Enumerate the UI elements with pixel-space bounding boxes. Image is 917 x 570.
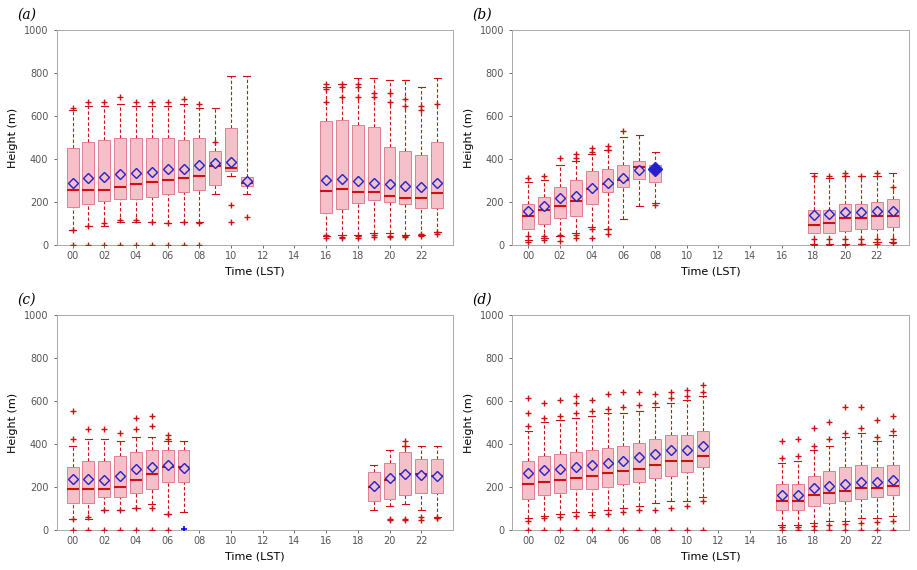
Bar xyxy=(415,155,427,209)
Bar xyxy=(839,467,851,502)
Bar xyxy=(634,161,646,180)
Bar xyxy=(115,457,126,497)
Bar xyxy=(178,140,190,192)
Text: (a): (a) xyxy=(17,8,36,22)
Bar xyxy=(586,450,598,488)
Bar xyxy=(649,165,661,182)
Bar xyxy=(383,146,395,202)
X-axis label: Time (LST): Time (LST) xyxy=(680,267,740,276)
Bar xyxy=(400,151,412,204)
Bar xyxy=(67,148,79,207)
Bar xyxy=(808,210,820,233)
Bar xyxy=(83,461,94,503)
Bar xyxy=(209,151,221,185)
Bar xyxy=(368,471,380,502)
Bar xyxy=(538,456,550,495)
Bar xyxy=(871,202,883,229)
Bar xyxy=(697,430,709,467)
X-axis label: Time (LST): Time (LST) xyxy=(680,552,740,561)
Text: (c): (c) xyxy=(17,293,36,307)
Bar xyxy=(649,439,661,478)
Bar xyxy=(431,142,443,209)
Bar xyxy=(569,180,581,216)
Bar xyxy=(161,137,173,194)
Bar xyxy=(856,465,867,499)
Bar xyxy=(871,467,883,497)
Bar xyxy=(538,197,550,225)
Y-axis label: Height (m): Height (m) xyxy=(464,108,474,168)
Bar xyxy=(839,203,851,231)
Text: (d): (d) xyxy=(473,293,492,307)
Bar xyxy=(791,484,803,510)
Y-axis label: Height (m): Height (m) xyxy=(8,108,18,168)
Bar xyxy=(887,200,899,227)
Bar xyxy=(823,471,835,503)
Bar xyxy=(431,459,443,493)
Bar xyxy=(887,465,899,495)
Bar xyxy=(161,450,173,482)
Bar xyxy=(634,443,646,482)
Bar xyxy=(415,459,427,493)
Bar xyxy=(602,447,613,487)
Bar xyxy=(617,446,629,484)
Bar xyxy=(241,177,253,186)
Bar xyxy=(178,450,190,482)
Bar xyxy=(146,137,158,197)
Bar xyxy=(225,128,237,171)
Bar xyxy=(680,435,692,471)
Bar xyxy=(130,137,142,199)
Bar xyxy=(523,461,535,499)
X-axis label: Time (LST): Time (LST) xyxy=(225,267,284,276)
Bar xyxy=(193,137,205,190)
Bar xyxy=(523,203,535,229)
Bar xyxy=(98,461,110,497)
Bar xyxy=(808,475,820,506)
Bar xyxy=(569,452,581,488)
Bar xyxy=(130,452,142,493)
Bar xyxy=(98,140,110,201)
Bar xyxy=(823,210,835,233)
Bar xyxy=(554,186,566,218)
Bar xyxy=(617,165,629,187)
Bar xyxy=(665,435,677,476)
Bar xyxy=(856,203,867,229)
Bar xyxy=(586,172,598,204)
Bar xyxy=(320,121,332,213)
Bar xyxy=(368,127,380,200)
Bar xyxy=(602,169,613,192)
Bar xyxy=(67,467,79,503)
Bar xyxy=(554,454,566,493)
Y-axis label: Height (m): Height (m) xyxy=(464,393,474,453)
Bar xyxy=(776,484,788,510)
X-axis label: Time (LST): Time (LST) xyxy=(225,552,284,561)
Text: (b): (b) xyxy=(473,8,492,22)
Bar xyxy=(146,450,158,488)
Y-axis label: Height (m): Height (m) xyxy=(8,393,18,453)
Bar xyxy=(383,463,395,499)
Bar xyxy=(336,120,348,209)
Bar xyxy=(400,452,412,495)
Bar xyxy=(115,137,126,199)
Bar xyxy=(352,125,364,203)
Bar xyxy=(83,142,94,204)
